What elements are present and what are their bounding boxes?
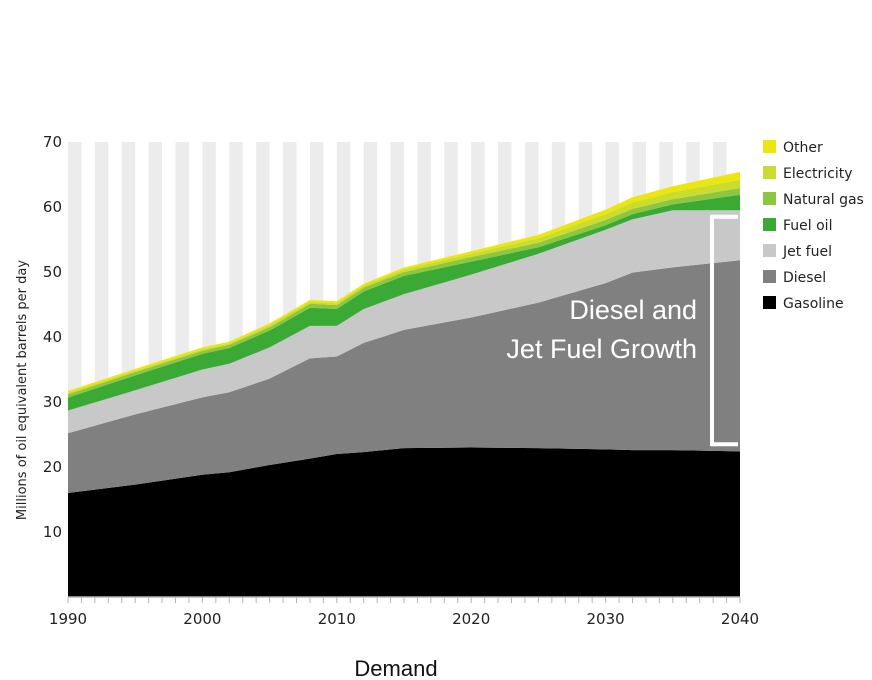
y-tick-label: 50 (43, 263, 62, 281)
x-axis: 1990 2000 2010 2020 2030 2040 (49, 596, 759, 628)
area-electricity (68, 179, 740, 395)
legend-label: Gasoline (783, 296, 844, 312)
y-tick-label: 30 (43, 393, 62, 411)
x-tick-label: 2020 (452, 610, 490, 628)
legend-label: Diesel (783, 270, 826, 286)
area-layers (68, 171, 740, 597)
y-tick-label: 40 (43, 328, 62, 346)
legend-swatch (763, 192, 776, 205)
legend-swatch (763, 296, 776, 309)
legend-swatch (763, 218, 776, 231)
x-tick-label: 2010 (318, 610, 356, 628)
legend-label: Electricity (783, 166, 853, 182)
chart-caption: Demand (354, 656, 437, 680)
legend-label: Fuel oil (783, 218, 832, 234)
y-tick-label: 60 (43, 198, 62, 216)
x-tick-label: 2030 (587, 610, 625, 628)
legend-label: Other (783, 140, 823, 156)
legend: Other Electricity Natural gas Fuel oil Jet f… (763, 140, 864, 312)
legend-label: Natural gas (783, 192, 864, 208)
y-axis-label: Millions of oil equivalent barrels per d… (15, 260, 30, 520)
annotation-bracket (710, 214, 738, 447)
legend-label: Jet fuel (782, 244, 832, 260)
y-tick-label: 10 (43, 523, 62, 541)
x-tick-label: 1990 (49, 610, 87, 628)
area-other (68, 171, 740, 393)
x-tick-label: 2040 (721, 610, 759, 628)
area-jet-fuel (68, 210, 740, 434)
annotation-line-1: Diesel and (569, 295, 697, 325)
y-tick-label: 70 (43, 133, 62, 151)
legend-swatch (763, 244, 776, 257)
area-diesel (68, 260, 740, 493)
y-tick-label: 20 (43, 458, 62, 476)
x-tick-label: 2000 (183, 610, 221, 628)
legend-swatch (763, 270, 776, 283)
y-axis: 10 20 30 40 50 60 70 (43, 133, 62, 541)
legend-swatch (763, 140, 776, 153)
legend-swatch (763, 166, 776, 179)
area-gasoline (68, 447, 740, 597)
area-fuel-oil (68, 194, 740, 411)
annotation: Diesel and Jet Fuel Growth (506, 214, 738, 447)
annotation-line-2: Jet Fuel Growth (506, 334, 697, 364)
